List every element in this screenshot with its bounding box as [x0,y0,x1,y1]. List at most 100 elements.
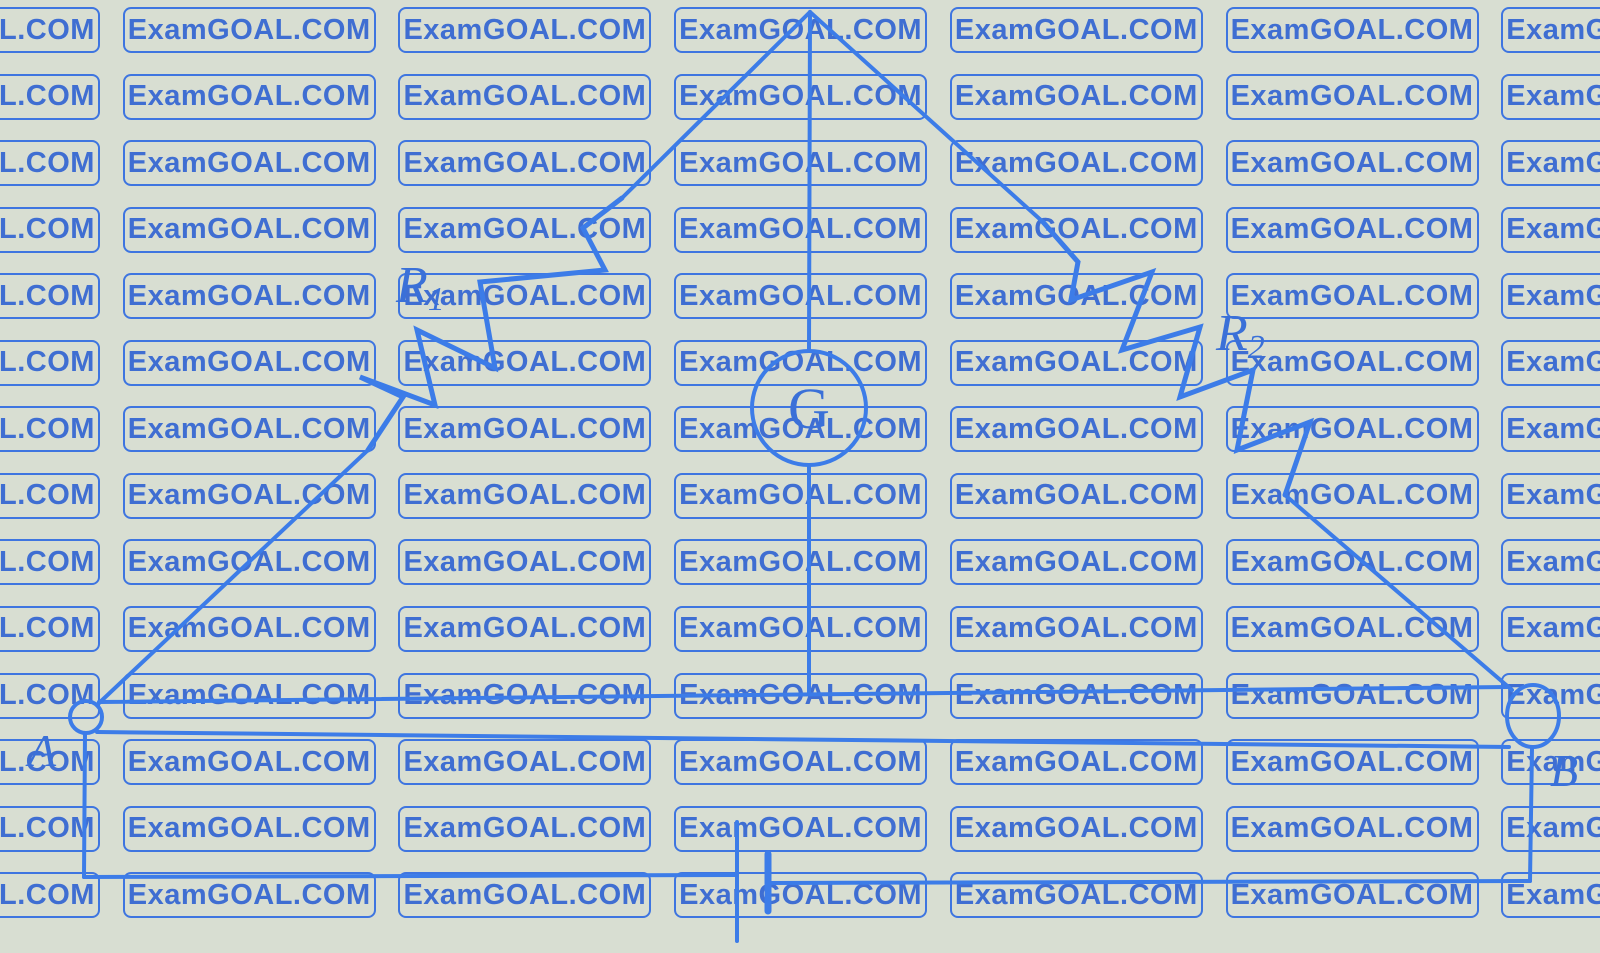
watermark-box: ExamGOAL.COM [0,206,100,253]
watermark-text: ExamGOAL.COM [0,612,95,645]
watermark-box: ExamGOAL.COM [398,805,652,852]
watermark-text: ExamGOAL.COM [1506,878,1600,911]
watermark-text: ExamGOAL.COM [1230,745,1474,778]
watermark-box: ExamGOAL.COM [949,472,1203,519]
watermark-text: ExamGOAL.COM [0,878,95,911]
watermark-box: ExamGOAL.COM [0,406,100,453]
watermark-box: ExamGOAL.COM [1225,73,1479,120]
watermark-text: ExamGOAL.COM [127,812,371,845]
watermark-box: ExamGOAL.COM [122,73,376,120]
watermark-text: ExamGOAL.COM [954,146,1198,179]
watermark-text: ExamGOAL.COM [954,745,1198,778]
galvanometer-label: G [788,376,830,441]
watermark-box: ExamGOAL.COM [122,739,376,786]
watermark-box: ExamGOAL.COM [1501,140,1600,187]
watermark-box: ExamGOAL.COM [1225,805,1479,852]
watermark-box: ExamGOAL.COM [1225,206,1479,253]
watermark-box: ExamGOAL.COM [0,739,100,786]
watermark-text: ExamGOAL.COM [1506,213,1600,246]
watermark-text: ExamGOAL.COM [403,80,647,113]
watermark-text: ExamGOAL.COM [127,878,371,911]
watermark-box: ExamGOAL.COM [1225,872,1479,919]
wire-bottom-left [82,873,738,879]
terminal-a-node [68,699,104,735]
watermark-box: ExamGOAL.COM [949,605,1203,652]
watermark-box: ExamGOAL.COM [1501,872,1600,919]
watermark-text: ExamGOAL.COM [403,146,647,179]
watermark-text: ExamGOAL.COM [679,279,923,312]
watermark-box: ExamGOAL.COM [674,406,928,453]
watermark-box: ExamGOAL.COM [674,539,928,586]
watermark-text: ExamGOAL.COM [403,878,647,911]
watermark-box: ExamGOAL.COM [122,872,376,919]
watermark-box: ExamGOAL.COM [122,206,376,253]
watermark-text: ExamGOAL.COM [1506,812,1600,845]
watermark-box: ExamGOAL.COM [1501,273,1600,320]
watermark-box: ExamGOAL.COM [1501,539,1600,586]
watermark-text: ExamGOAL.COM [0,80,95,113]
slidewire-bottom-edge [95,730,1511,749]
watermark-box: ExamGOAL.COM [1501,472,1600,519]
watermark-text: ExamGOAL.COM [954,80,1198,113]
watermark-box: ExamGOAL.COM [398,273,652,320]
watermark-text: ExamGOAL.COM [679,745,923,778]
watermark-box: ExamGOAL.COM [1225,273,1479,320]
watermark-text: ExamGOAL.COM [0,679,95,711]
watermark-text: ExamGOAL.COM [1506,412,1600,445]
watermark-text: ExamGOAL.COM [403,412,647,445]
watermark-text: ExamGOAL.COM [127,13,371,46]
watermark-box: ExamGOAL.COM [398,472,652,519]
watermark-text: ExamGOAL.COM [0,279,95,312]
watermark-box: ExamGOAL.COM [398,406,652,453]
watermark-box: ExamGOAL.COM [398,605,652,652]
watermark-text: ExamGOAL.COM [1230,80,1474,113]
watermark-text: ExamGOAL.COM [0,812,95,845]
watermark-text: ExamGOAL.COM [0,346,95,379]
watermark-box: ExamGOAL.COM [949,206,1203,253]
watermark-box: ExamGOAL.COM [674,339,928,386]
watermark-box: ExamGOAL.COM [674,472,928,519]
watermark-box: ExamGOAL.COM [1501,739,1600,786]
watermark-box: ExamGOAL.COM [398,73,652,120]
watermark-box: ExamGOAL.COM [398,7,652,53]
watermark-box: ExamGOAL.COM [674,7,928,53]
watermark-box: ExamGOAL.COM [949,672,1203,719]
resistor-r2-label: R2 [1215,305,1265,366]
resistor-r2-zigzag [1040,219,1315,498]
watermark-text: ExamGOAL.COM [1506,612,1600,645]
wire-a-down [82,731,87,879]
watermark-text: ExamGOAL.COM [127,412,371,445]
watermark-text: ExamGOAL.COM [0,545,95,578]
watermark-text: ExamGOAL.COM [954,213,1198,246]
watermark-box: ExamGOAL.COM [0,273,100,320]
resistor-r1-label: R1 [395,257,445,318]
watermark-text: ExamGOAL.COM [679,479,923,512]
watermark-box: ExamGOAL.COM [1225,672,1479,719]
watermark-text: ExamGOAL.COM [127,679,371,711]
watermark-text: ExamGOAL.COM [1230,279,1474,312]
watermark-box: ExamGOAL.COM [0,339,100,386]
watermark-text: ExamGOAL.COM [403,545,647,578]
watermark-text: ExamGOAL.COM [127,745,371,778]
watermark-text: ExamGOAL.COM [1230,812,1474,845]
watermark-text: ExamGOAL.COM [0,146,95,179]
wire-bottom-right [767,879,1532,885]
watermark-text: ExamGOAL.COM [679,545,923,578]
watermark-box: ExamGOAL.COM [122,7,376,53]
watermark-text: ExamGOAL.COM [403,612,647,645]
watermark-box: ExamGOAL.COM [1225,339,1479,386]
watermark-text: ExamGOAL.COM [954,812,1198,845]
watermark-text: ExamGOAL.COM [127,213,371,246]
watermark-text: ExamGOAL.COM [954,612,1198,645]
watermark-box: ExamGOAL.COM [398,739,652,786]
watermark-box: ExamGOAL.COM [0,672,100,719]
watermark-text: ExamGOAL.COM [954,346,1198,379]
watermark-box: ExamGOAL.COM [949,140,1203,187]
watermark-box: ExamGOAL.COM [398,206,652,253]
terminal-a-label: A [25,725,57,776]
slidewire-top-edge [97,685,1509,704]
watermark-box: ExamGOAL.COM [0,805,100,852]
watermark-box: ExamGOAL.COM [122,140,376,187]
watermark-box: ExamGOAL.COM [1501,7,1600,53]
